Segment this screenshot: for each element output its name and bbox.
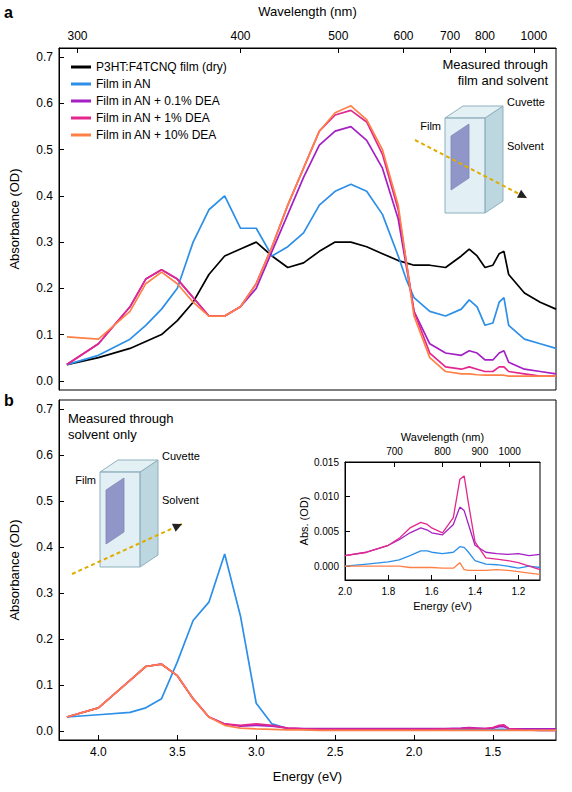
- svg-text:0.3: 0.3: [36, 235, 53, 249]
- svg-text:0.4: 0.4: [36, 189, 53, 203]
- svg-text:0.015: 0.015: [314, 457, 339, 468]
- svg-text:Energy (eV): Energy (eV): [273, 769, 342, 784]
- svg-text:0.010: 0.010: [314, 491, 339, 502]
- svg-text:1.4: 1.4: [468, 586, 482, 597]
- svg-text:Cuvette: Cuvette: [162, 450, 200, 462]
- svg-text:400: 400: [230, 29, 250, 43]
- svg-text:Absorbance (OD): Absorbance (OD): [7, 168, 22, 269]
- svg-text:0.0: 0.0: [36, 374, 53, 388]
- svg-text:Abs. (OD): Abs. (OD): [298, 497, 310, 546]
- svg-text:0.1: 0.1: [36, 328, 53, 342]
- svg-text:3.5: 3.5: [169, 745, 186, 759]
- svg-text:Wavelength (nm): Wavelength (nm): [258, 4, 357, 19]
- svg-text:Energy (eV): Energy (eV): [413, 600, 472, 612]
- svg-text:800: 800: [434, 446, 451, 457]
- svg-text:Absorbance (OD): Absorbance (OD): [7, 519, 22, 620]
- svg-text:700: 700: [386, 446, 403, 457]
- svg-text:0.005: 0.005: [314, 526, 339, 537]
- svg-text:0.3: 0.3: [36, 586, 53, 600]
- svg-text:Measured through: Measured through: [442, 57, 548, 72]
- svg-text:film and solvent: film and solvent: [458, 73, 549, 88]
- svg-text:0.7: 0.7: [36, 402, 53, 416]
- svg-text:0.6: 0.6: [36, 448, 53, 462]
- svg-text:Cuvette: Cuvette: [507, 96, 545, 108]
- svg-text:1000: 1000: [521, 29, 548, 43]
- svg-text:Film in AN: Film in AN: [96, 77, 151, 91]
- svg-text:Film: Film: [75, 474, 96, 486]
- svg-text:Film in AN + 0.1% DEA: Film in AN + 0.1% DEA: [96, 94, 220, 108]
- svg-text:600: 600: [394, 29, 414, 43]
- svg-text:0.5: 0.5: [36, 494, 53, 508]
- svg-text:500: 500: [328, 29, 348, 43]
- svg-text:2.0: 2.0: [338, 586, 352, 597]
- svg-text:1.2: 1.2: [511, 586, 525, 597]
- svg-text:0.4: 0.4: [36, 540, 53, 554]
- svg-text:900: 900: [472, 446, 489, 457]
- svg-text:0.1: 0.1: [36, 678, 53, 692]
- svg-text:1.5: 1.5: [485, 745, 502, 759]
- svg-text:300: 300: [67, 29, 87, 43]
- svg-text:0.7: 0.7: [36, 50, 53, 64]
- svg-text:Film in AN + 10% DEA: Film in AN + 10% DEA: [96, 128, 216, 142]
- svg-text:0.0: 0.0: [36, 724, 53, 738]
- svg-text:Solvent: Solvent: [507, 140, 544, 152]
- svg-text:solvent only: solvent only: [68, 427, 137, 442]
- svg-text:1000: 1000: [499, 446, 522, 457]
- svg-text:800: 800: [475, 29, 495, 43]
- svg-text:0.000: 0.000: [314, 561, 339, 572]
- svg-text:1.8: 1.8: [381, 586, 395, 597]
- svg-text:2.5: 2.5: [327, 745, 344, 759]
- svg-text:P3HT:F4TCNQ film (dry): P3HT:F4TCNQ film (dry): [96, 60, 227, 74]
- svg-text:Film: Film: [420, 120, 441, 132]
- svg-text:0.5: 0.5: [36, 143, 53, 157]
- svg-text:0.2: 0.2: [36, 632, 53, 646]
- svg-text:1.6: 1.6: [425, 586, 439, 597]
- svg-text:b: b: [4, 392, 14, 409]
- svg-text:0.6: 0.6: [36, 96, 53, 110]
- svg-text:4.0: 4.0: [90, 745, 107, 759]
- svg-text:Wavelength (nm): Wavelength (nm): [401, 431, 484, 443]
- svg-text:Film in AN + 1% DEA: Film in AN + 1% DEA: [96, 111, 210, 125]
- svg-text:Solvent: Solvent: [162, 494, 199, 506]
- svg-text:700: 700: [440, 29, 460, 43]
- svg-text:3.0: 3.0: [248, 745, 265, 759]
- svg-text:0.2: 0.2: [36, 281, 53, 295]
- svg-text:2.0: 2.0: [406, 745, 423, 759]
- svg-text:Measured through: Measured through: [68, 411, 174, 426]
- svg-text:a: a: [4, 4, 13, 21]
